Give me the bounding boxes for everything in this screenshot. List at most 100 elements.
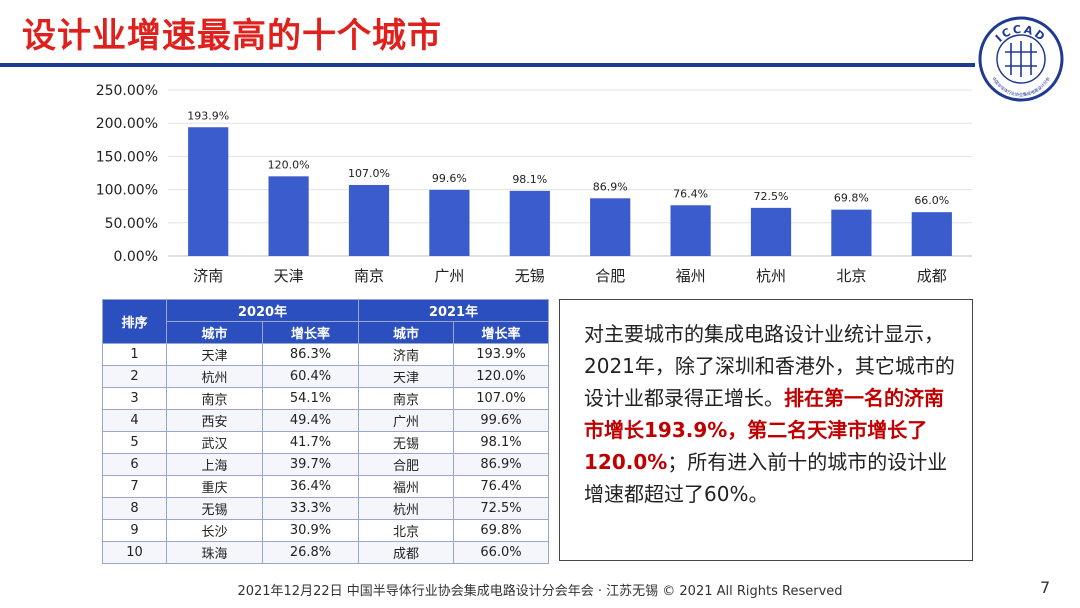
- summary-text-box: 对主要城市的集成电路设计业统计显示，2021年，除了深圳和香港外，其它城市的设计…: [559, 299, 973, 561]
- table-row: 7 重庆 36.4% 福州 76.4%: [102, 475, 549, 498]
- y-tick-label: 50.00%: [105, 216, 158, 232]
- bar: [509, 190, 550, 256]
- growth-2020-cell: 86.3%: [262, 343, 359, 366]
- category-label: 南京: [354, 267, 384, 285]
- city-2021-cell: 成都: [358, 541, 454, 564]
- table-row: 3 南京 54.1% 南京 107.0%: [102, 387, 549, 410]
- city-2020-cell: 天津: [166, 343, 263, 366]
- city-2021-cell: 合肥: [358, 453, 454, 476]
- rank-cell: 1: [102, 343, 167, 366]
- growth-header-2020: 增长率: [262, 321, 359, 344]
- bar: [429, 189, 470, 256]
- rank-cell: 4: [102, 409, 167, 432]
- table-row: 10 珠海 26.8% 成都 66.0%: [102, 541, 549, 564]
- year-2020-header: 2020年: [166, 299, 359, 322]
- growth-bar-chart: 0.00% 50.00% 100.00% 150.00% 200.00% 250.00% 1…: [96, 83, 972, 285]
- city-2020-cell: 珠海: [166, 541, 263, 564]
- category-label: 合肥: [595, 267, 625, 285]
- rank-cell: 10: [102, 541, 167, 564]
- category-label: 成都: [917, 267, 947, 285]
- growth-2020-cell: 33.3%: [262, 497, 359, 520]
- growth-2020-cell: 49.4%: [262, 409, 359, 432]
- data-label: 86.9%: [593, 180, 628, 193]
- city-2021-cell: 无锡: [358, 431, 454, 454]
- table-row: 4 西安 49.4% 广州 99.6%: [102, 409, 549, 432]
- growth-2020-cell: 54.1%: [262, 387, 359, 410]
- table-row: 2 杭州 60.4% 天津 120.0%: [102, 365, 549, 388]
- growth-2020-cell: 26.8%: [262, 541, 359, 564]
- city-2020-cell: 重庆: [166, 475, 263, 498]
- year-2021-header: 2021年: [358, 299, 549, 322]
- bar: [670, 205, 711, 256]
- category-label: 天津: [274, 267, 304, 285]
- rank-cell: 3: [102, 387, 167, 410]
- y-tick-label: 150.00%: [96, 149, 158, 165]
- growth-2021-cell: 86.9%: [453, 453, 549, 476]
- city-2021-cell: 北京: [358, 519, 454, 542]
- city-2021-cell: 济南: [358, 343, 454, 366]
- city-2020-cell: 杭州: [166, 365, 263, 388]
- table-row: 5 武汉 41.7% 无锡 98.1%: [102, 431, 549, 454]
- growth-2021-cell: 69.8%: [453, 519, 549, 542]
- city-2020-cell: 武汉: [166, 431, 263, 454]
- rank-cell: 9: [102, 519, 167, 542]
- data-label: 72.5%: [754, 190, 789, 203]
- data-label: 193.9%: [187, 109, 229, 122]
- table-row: 1 天津 86.3% 济南 193.9%: [102, 343, 549, 366]
- data-label: 66.0%: [914, 194, 949, 207]
- city-2020-cell: 无锡: [166, 497, 263, 520]
- bar: [911, 212, 952, 256]
- summary-text: 对主要城市的集成电路设计业统计显示，2021年，除了深圳和香港外，其它城市的设计…: [584, 322, 955, 410]
- iccad-logo: ICCAD 中国半导体行业协会集成电路设计分会: [978, 16, 1064, 102]
- city-2021-cell: 南京: [358, 387, 454, 410]
- data-label: 107.0%: [348, 167, 390, 180]
- bar: [348, 184, 390, 256]
- rank-cell: 8: [102, 497, 167, 520]
- category-label: 杭州: [756, 267, 786, 285]
- growth-2020-cell: 30.9%: [262, 519, 359, 542]
- growth-2020-cell: 60.4%: [262, 365, 359, 388]
- rank-cell: 5: [102, 431, 167, 454]
- city-header-2020: 城市: [166, 321, 263, 344]
- category-label: 北京: [836, 267, 866, 285]
- bar: [750, 207, 792, 256]
- city-2020-cell: 南京: [166, 387, 263, 410]
- table-row: 8 无锡 33.3% 杭州 72.5%: [102, 497, 549, 520]
- y-tick-label: 100.00%: [96, 183, 158, 199]
- data-label: 98.1%: [512, 173, 547, 186]
- growth-2020-cell: 36.4%: [262, 475, 359, 498]
- growth-header-2021: 增长率: [453, 321, 549, 344]
- growth-2020-cell: 41.7%: [262, 431, 359, 454]
- bar: [188, 127, 229, 256]
- data-label: 69.8%: [834, 192, 869, 205]
- city-2021-cell: 福州: [358, 475, 454, 498]
- city-2021-cell: 杭州: [358, 497, 454, 520]
- growth-2021-cell: 120.0%: [453, 365, 549, 388]
- city-2021-cell: 广州: [358, 409, 454, 432]
- y-tick-label: 200.00%: [96, 116, 158, 132]
- rank-header: 排序: [102, 299, 167, 344]
- slide-title: 设计业增速最高的十个城市: [22, 16, 442, 56]
- growth-2021-cell: 72.5%: [453, 497, 549, 520]
- growth-2021-cell: 76.4%: [453, 475, 549, 498]
- table-row: 9 长沙 30.9% 北京 69.8%: [102, 519, 549, 542]
- data-label: 99.6%: [432, 172, 467, 185]
- growth-2021-cell: 66.0%: [453, 541, 549, 564]
- growth-2020-cell: 39.7%: [262, 453, 359, 476]
- bar: [590, 198, 631, 256]
- city-2020-cell: 西安: [166, 409, 263, 432]
- ranking-table: 排序 2020年 2021年 城市 增长率 城市 增长率 1 天津 86.3% …: [102, 299, 549, 564]
- city-2020-cell: 长沙: [166, 519, 263, 542]
- city-2021-cell: 天津: [358, 365, 454, 388]
- y-tick-label: 250.00%: [96, 83, 158, 99]
- title-underline: [0, 63, 975, 67]
- growth-2021-cell: 98.1%: [453, 431, 549, 454]
- page-number: 7: [1040, 578, 1051, 597]
- category-label: 济南: [193, 267, 223, 285]
- rank-cell: 7: [102, 475, 167, 498]
- category-label: 无锡: [515, 267, 545, 285]
- growth-2021-cell: 99.6%: [453, 409, 549, 432]
- city-2020-cell: 上海: [166, 453, 263, 476]
- summary-text-end: ；所有进入前十的城市的设计业增速都超过了60%。: [584, 450, 948, 506]
- rank-cell: 6: [102, 453, 167, 476]
